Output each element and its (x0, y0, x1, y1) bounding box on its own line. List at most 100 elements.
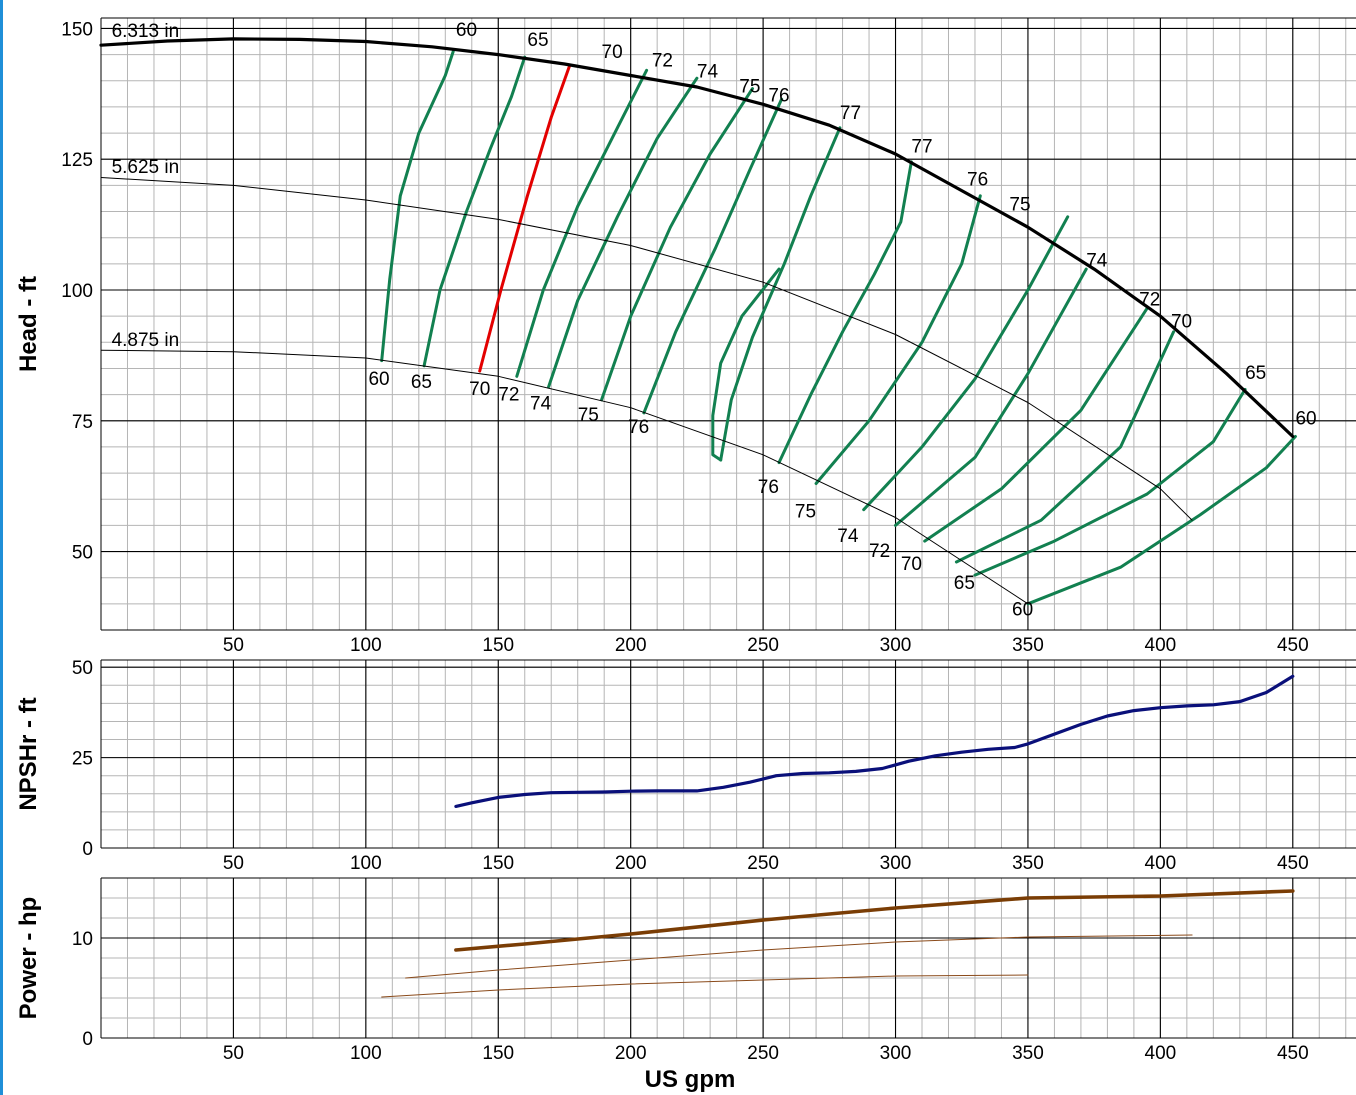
x-tick-label: 450 (1277, 1043, 1309, 1064)
efficiency-contour-7 (777, 160, 913, 465)
efficiency-contour-5 (600, 87, 754, 402)
x-tick-label: 400 (1145, 1043, 1177, 1064)
impeller-curve-0 (99, 37, 1295, 439)
x-tick-label: 150 (482, 853, 514, 874)
curve-label: 70 (469, 379, 490, 400)
efficiency-contour-16 (1026, 435, 1297, 606)
panel-0-grid (100, 17, 1356, 631)
curve-label: 60 (1012, 599, 1033, 620)
y-tick-label: 25 (72, 749, 93, 770)
impeller-curve-2 (100, 349, 1029, 605)
curve-label: 65 (411, 372, 432, 393)
x-tick-label: 50 (223, 853, 244, 874)
y-axis-title: Head - ft (15, 276, 42, 372)
curve-label: 72 (652, 51, 673, 72)
curve-label: 76 (768, 86, 789, 107)
x-tick-label: 400 (1145, 635, 1177, 656)
y-tick-label: 150 (61, 19, 93, 40)
efficiency-contour-15 (973, 387, 1247, 577)
x-tick-label: 350 (1012, 635, 1044, 656)
curve-label: 60 (456, 20, 477, 41)
efficiency-contour-2 (478, 63, 572, 373)
x-tick-label: 250 (747, 635, 779, 656)
x-tick-label: 150 (482, 635, 514, 656)
curve-label: 70 (602, 42, 623, 63)
panel-2-grid (100, 877, 1356, 1039)
curve-label: 75 (739, 76, 760, 97)
y-tick-label: 125 (61, 150, 93, 171)
curve-label: 75 (1009, 194, 1030, 215)
curve-label: 74 (530, 393, 552, 414)
x-tick-label: 450 (1277, 635, 1309, 656)
y-tick-label: 0 (82, 1029, 93, 1050)
x-tick-label: 200 (615, 635, 647, 656)
npshr-curve (454, 674, 1295, 808)
x-tick-label: 400 (1145, 853, 1177, 874)
y-tick-label: 50 (72, 658, 93, 679)
x-tick-label: 100 (350, 1043, 382, 1064)
x-tick-label: 100 (350, 853, 382, 874)
y-tick-label: 50 (72, 543, 93, 564)
curve-label: 70 (1171, 312, 1192, 333)
curve-label: 77 (911, 136, 932, 157)
efficiency-contour-9 (711, 267, 781, 462)
curve-label: 72 (1139, 290, 1160, 311)
x-tick-label: 150 (482, 1043, 514, 1064)
x-tick-label: 250 (747, 853, 779, 874)
x-tick-label: 100 (350, 635, 382, 656)
x-tick-label: 300 (880, 635, 912, 656)
y-tick-label: 75 (72, 412, 93, 433)
x-tick-label: 350 (1012, 1043, 1044, 1064)
curve-label: 60 (1295, 408, 1316, 429)
curve-label: 76 (967, 169, 988, 190)
curve-label: 6.313 in (112, 21, 180, 42)
curve-label: 65 (954, 573, 975, 594)
curve-label: 74 (1086, 250, 1108, 271)
curve-label: 74 (837, 526, 859, 547)
x-tick-label: 200 (615, 853, 647, 874)
curve-label: 76 (758, 477, 779, 498)
panel-1-grid (100, 659, 1356, 849)
curve-label: 60 (368, 369, 389, 390)
power-curve-0 (454, 889, 1295, 952)
efficiency-contour-10 (814, 194, 982, 485)
x-tick-label: 300 (880, 853, 912, 874)
y-axis-title: NPSHr - ft (15, 697, 42, 810)
curve-label: 74 (697, 62, 719, 83)
y-tick-label: 10 (72, 929, 93, 950)
curve-label: 70 (901, 554, 922, 575)
curve-label: 75 (578, 405, 599, 426)
curve-label: 72 (498, 384, 519, 405)
y-tick-label: 0 (82, 839, 93, 860)
curve-label: 5.625 in (112, 157, 180, 178)
x-tick-label: 50 (223, 635, 244, 656)
efficiency-contour-8 (719, 126, 842, 462)
y-tick-label: 100 (61, 281, 93, 302)
curve-label: 72 (869, 541, 890, 562)
efficiency-contour-6 (642, 97, 784, 415)
curve-label: 65 (1245, 363, 1266, 384)
curve-label: 4.875 in (112, 330, 180, 351)
curve-label: 77 (840, 103, 861, 124)
efficiency-contour-14 (954, 330, 1176, 564)
pump-performance-chart: 50 100 150 200 250 300 350 400 4505075100125150H… (15, 17, 1356, 1093)
efficiency-contour-0 (380, 50, 455, 363)
y-axis-title: Power - hp (15, 897, 42, 1020)
efficiency-contour-13 (923, 306, 1149, 543)
x-tick-label: 200 (615, 1043, 647, 1064)
efficiency-contour-4 (547, 76, 699, 389)
curve-label: 75 (795, 502, 816, 523)
power-curve-2 (381, 974, 1029, 998)
x-axis-title: US gpm (645, 1066, 736, 1093)
x-tick-label: 450 (1277, 853, 1309, 874)
efficiency-contour-11 (862, 215, 1070, 512)
efficiency-contour-12 (894, 267, 1088, 527)
x-tick-label: 300 (880, 1043, 912, 1064)
curve-label: 65 (527, 30, 548, 51)
efficiency-contour-1 (422, 55, 527, 368)
curve-label: 76 (628, 417, 649, 438)
x-tick-label: 50 (223, 1043, 244, 1064)
impeller-curve-1 (100, 177, 1193, 521)
x-tick-label: 350 (1012, 853, 1044, 874)
